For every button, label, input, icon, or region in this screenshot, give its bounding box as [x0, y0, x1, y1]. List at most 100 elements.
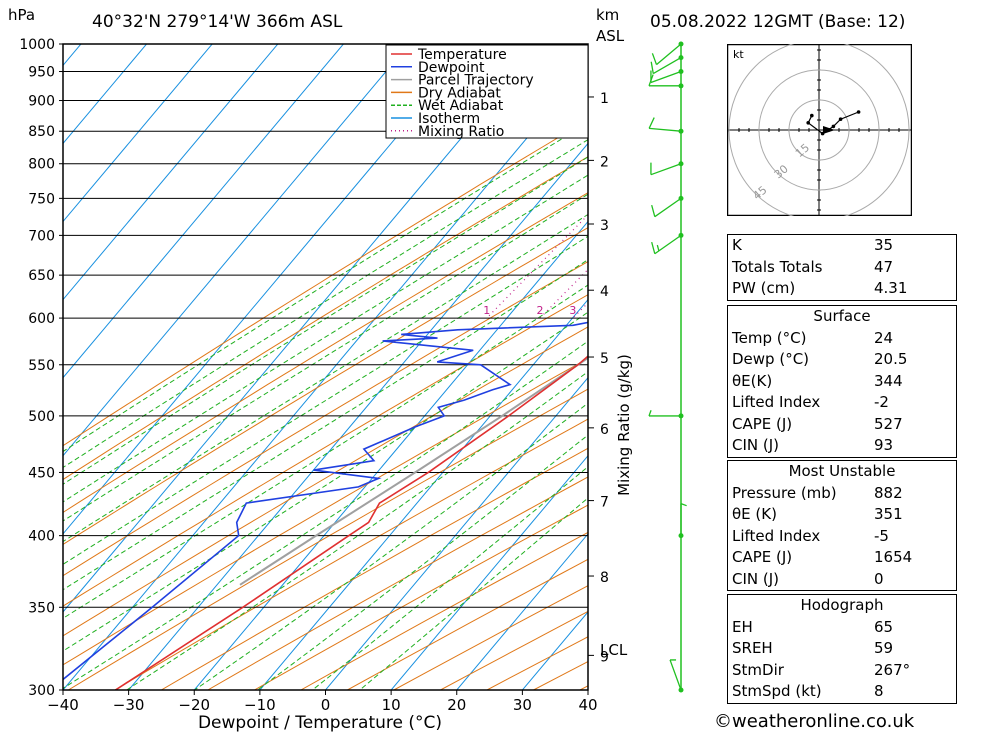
dry-adiabat-line [63, 119, 588, 447]
wet-adiabat-line [63, 122, 588, 453]
indices-label: PW (cm) [732, 279, 796, 297]
wind-barb-feather [651, 204, 656, 217]
most-unstable-label: θE (K) [732, 505, 777, 523]
wind-barb [649, 127, 682, 132]
dry-adiabat-line [63, 294, 588, 607]
dry-adiabat-line [63, 326, 588, 637]
legend-label: Temperature [417, 47, 507, 63]
most-unstable-row: CAPE (J) 1654 [728, 547, 956, 569]
wind-barb [654, 197, 682, 218]
dewpoint-line [63, 321, 588, 681]
most-unstable-row: Pressure (mb) 882 [728, 483, 956, 505]
dry-adiabat-line [113, 418, 588, 690]
pressure-tick-label: 400 [28, 529, 55, 545]
pressure-tick-label: 950 [28, 65, 55, 81]
wet-adiabat-line [63, 193, 588, 522]
isotherm-line [63, 44, 148, 145]
most-unstable-label: CIN (J) [732, 569, 780, 588]
indices-value: 47 [874, 257, 894, 276]
legend-label: Isotherm [418, 111, 480, 127]
wind-barb-feather [650, 61, 654, 74]
temperature-tick-label: −30 [113, 696, 145, 714]
hodograph-table-row: StmSpd (kt) 8 [728, 681, 956, 703]
isotherm-line [63, 44, 279, 301]
dry-adiabat-line [63, 156, 588, 481]
surface-row: Temp (°C) 24 [728, 328, 956, 350]
most-unstable-value: -5 [874, 526, 889, 545]
hodograph-title: Hodograph [800, 596, 884, 614]
surface-value: 24 [874, 328, 894, 347]
wind-barb-feather [680, 503, 687, 507]
hodograph-table-label: EH [732, 617, 753, 636]
surface-table: Surface Temp (°C) 24 Dewp (°C) 20.5 θE(K) 344… [727, 305, 957, 458]
height-tick-label: 7 [600, 495, 609, 511]
wind-barb-feather [648, 117, 655, 129]
wet-adiabat-line [193, 402, 588, 690]
hodograph-ring [788, 99, 850, 161]
location-title: 40°32'N 279°14'W 366m ASL [92, 12, 343, 32]
temperature-tick-label: 30 [513, 696, 532, 714]
plot-frame [62, 43, 589, 691]
wind-barb-feather [648, 410, 652, 417]
pressure-tick-label: 850 [28, 124, 55, 140]
dry-adiabat-line [63, 260, 588, 577]
hodograph-point [831, 124, 836, 129]
wet-adiabat-line [63, 213, 588, 543]
temperature-tick-label: 0 [321, 696, 331, 714]
dry-adiabat-line [63, 227, 588, 546]
temperature-tick-label: −20 [178, 696, 210, 714]
dry-adiabat-line [63, 357, 588, 666]
dry-adiabat-line [253, 504, 588, 690]
dry-adiabat-line [160, 447, 588, 690]
temperature-tick-label: −40 [47, 696, 79, 714]
surface-label: Dewp (°C) [732, 350, 810, 368]
mixing-ratio-label: 1 [483, 304, 490, 317]
hodograph-table-value: 59 [874, 639, 894, 657]
height-tick-label: 3 [600, 218, 609, 234]
isotherm-line [456, 533, 588, 690]
x-axis-label: Dewpoint / Temperature (°C) [198, 713, 442, 733]
pressure-tick-label: 500 [28, 409, 55, 425]
isotherm-line [390, 454, 588, 690]
wind-barb-feather [651, 53, 658, 65]
dry-adiabat-line [206, 476, 588, 690]
wind-barb [652, 57, 682, 75]
wet-adiabat-line [63, 156, 588, 485]
isotherm-line [63, 44, 345, 379]
hodograph-table-value: 65 [874, 617, 894, 636]
wind-barb [669, 659, 682, 691]
isotherm-line [63, 44, 213, 223]
legend-label: Parcel Trajectory [418, 73, 534, 89]
pressure-tick-label: 350 [28, 600, 55, 616]
indices-label: Totals Totals [732, 257, 823, 276]
temperature-line [115, 355, 588, 690]
surface-row: Dewp (°C) 20.5 [728, 349, 956, 371]
most-unstable-label: Pressure (mb) [732, 483, 837, 502]
surface-value: 527 [874, 414, 903, 433]
most-unstable-label: CAPE (J) [732, 548, 793, 566]
surface-label: Lifted Index [732, 393, 821, 411]
mixing-ratio-label: 3 [569, 304, 576, 317]
height-tick-label: 1 [600, 91, 609, 107]
hodograph-point [806, 121, 810, 125]
pressure-tick-label: 1000 [19, 37, 55, 53]
temperature-tick-label: 20 [447, 696, 466, 714]
isotherm-line [127, 142, 588, 690]
hodograph-point [810, 113, 814, 118]
surface-row: CIN (J) 93 [728, 435, 956, 457]
height-unit-km: km [596, 6, 620, 24]
surface-row: θE(K) 344 [728, 371, 956, 393]
most-unstable-label: Lifted Index [732, 526, 821, 545]
wind-barb-feather [656, 244, 660, 252]
surface-value: 93 [874, 436, 894, 454]
indices-value: 35 [874, 236, 894, 254]
indices-label: K [732, 236, 742, 254]
height-unit-asl: ASL [596, 27, 625, 45]
hodograph-point [856, 110, 861, 114]
mixing-ratio-line [486, 213, 588, 319]
lcl-label: LCL [600, 641, 628, 659]
legend-label: Dewpoint [418, 60, 485, 76]
indices-value: 4.31 [874, 279, 908, 297]
pressure-tick-label: 300 [28, 683, 55, 699]
